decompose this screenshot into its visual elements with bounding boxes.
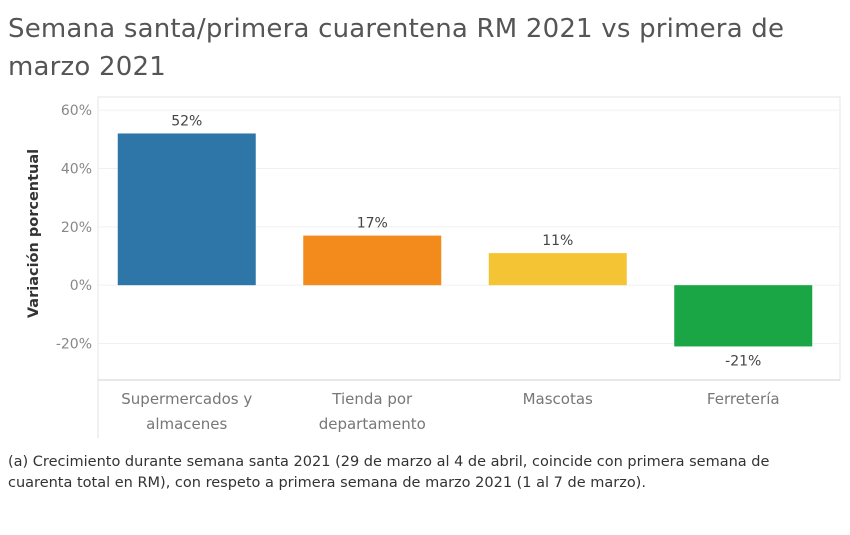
x-category-label: Tienda por <box>331 390 413 408</box>
y-tick-label: 40% <box>61 161 92 177</box>
x-category-label: almacenes <box>146 415 227 433</box>
x-category-label: Supermercados y <box>121 390 252 408</box>
data-label: 17% <box>357 216 388 232</box>
y-tick-label: 0% <box>70 278 92 294</box>
chart-title: Semana santa/primera cuarentena RM 2021 … <box>8 14 785 82</box>
bar-2 <box>488 253 627 286</box>
x-category-label: Mascotas <box>523 390 593 408</box>
y-axis-label: Variación porcentual <box>26 149 42 318</box>
data-label: -21% <box>725 353 761 369</box>
y-tick-label: 20% <box>61 220 92 236</box>
bar-1 <box>303 235 442 286</box>
y-tick-label: -20% <box>56 337 92 353</box>
bar-3 <box>674 285 813 347</box>
data-label: 52% <box>171 113 202 129</box>
x-category-label: departamento <box>319 415 426 433</box>
bar-chart: 60% 40% 20% 0% -20% Variación porcentual 52% Su… <box>26 96 841 438</box>
x-category-label: Ferretería <box>707 390 780 408</box>
bar-0 <box>117 133 256 286</box>
data-label: 11% <box>542 233 573 249</box>
y-tick-label: 60% <box>61 103 92 119</box>
footnote: (a) Crecimiento durante semana santa 202… <box>8 454 770 491</box>
